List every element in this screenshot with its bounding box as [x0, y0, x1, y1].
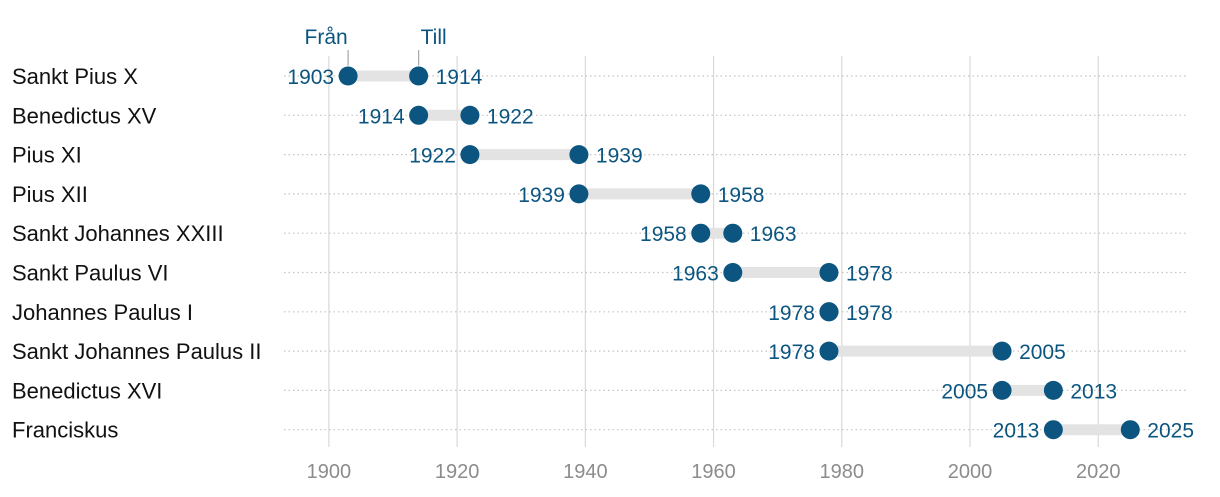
end-value-label: 2005 [1019, 341, 1066, 364]
x-tick-label-1940: 1940 [563, 461, 608, 483]
row-label: Benedictus XV [12, 103, 157, 128]
end-point [409, 66, 429, 86]
start-value-label: 1978 [768, 341, 815, 364]
start-value-label: 1922 [409, 145, 456, 168]
legend-start-label: Från [305, 26, 348, 49]
start-value-label: 1914 [358, 105, 405, 128]
row-label: Johannes Paulus I [12, 300, 193, 325]
x-tick-label-1980: 1980 [820, 461, 865, 483]
start-point [691, 223, 711, 243]
end-point [723, 223, 743, 243]
row-label: Sankt Paulus VI [12, 261, 169, 286]
start-point [992, 380, 1012, 400]
end-value-label: 1914 [436, 66, 483, 89]
end-value-label: 1978 [846, 263, 893, 286]
start-value-label: 1978 [768, 302, 815, 325]
x-tick-label-1900: 1900 [307, 461, 352, 483]
row-label: Sankt Johannes Paulus II [12, 339, 262, 364]
end-value-label: 1978 [846, 302, 893, 325]
start-point [460, 145, 480, 165]
row-label: Franciskus [12, 418, 118, 443]
start-value-label: 1963 [672, 263, 719, 286]
x-tick-label-2020: 2020 [1076, 461, 1121, 483]
start-point [723, 263, 743, 282]
end-value-label: 2013 [1070, 380, 1117, 403]
start-point [569, 184, 589, 204]
start-value-label: 2005 [941, 380, 988, 403]
row-label: Benedictus XVI [12, 378, 162, 403]
legend-end-label: Till [421, 26, 447, 49]
row-label: Sankt Johannes XXIII [12, 221, 224, 246]
end-value-label: 2025 [1147, 420, 1194, 443]
end-point [819, 302, 839, 322]
row-label: Pius XI [12, 143, 82, 168]
start-point [1043, 420, 1063, 440]
end-value-label: 1922 [487, 105, 534, 128]
start-value-label: 1939 [518, 184, 565, 207]
start-value-label: 2013 [993, 420, 1040, 443]
x-tick-label-2000: 2000 [948, 461, 993, 483]
end-point [1043, 380, 1063, 400]
start-point [338, 66, 358, 86]
end-point [992, 341, 1012, 361]
start-value-label: 1958 [640, 223, 687, 246]
end-value-label: 1963 [750, 223, 797, 246]
end-point [460, 105, 480, 125]
start-point [409, 105, 429, 125]
row-label: Sankt Pius X [12, 64, 138, 89]
end-value-label: 1939 [596, 145, 643, 168]
start-point [819, 341, 839, 361]
end-point [569, 145, 589, 165]
row-label: Pius XII [12, 182, 88, 207]
end-point [1120, 420, 1140, 440]
end-value-label: 1958 [718, 184, 765, 207]
start-value-label: 1903 [287, 66, 334, 89]
x-tick-label-1920: 1920 [435, 461, 480, 483]
x-tick-label-1960: 1960 [691, 461, 736, 483]
end-point [691, 184, 711, 204]
end-point [819, 263, 839, 282]
